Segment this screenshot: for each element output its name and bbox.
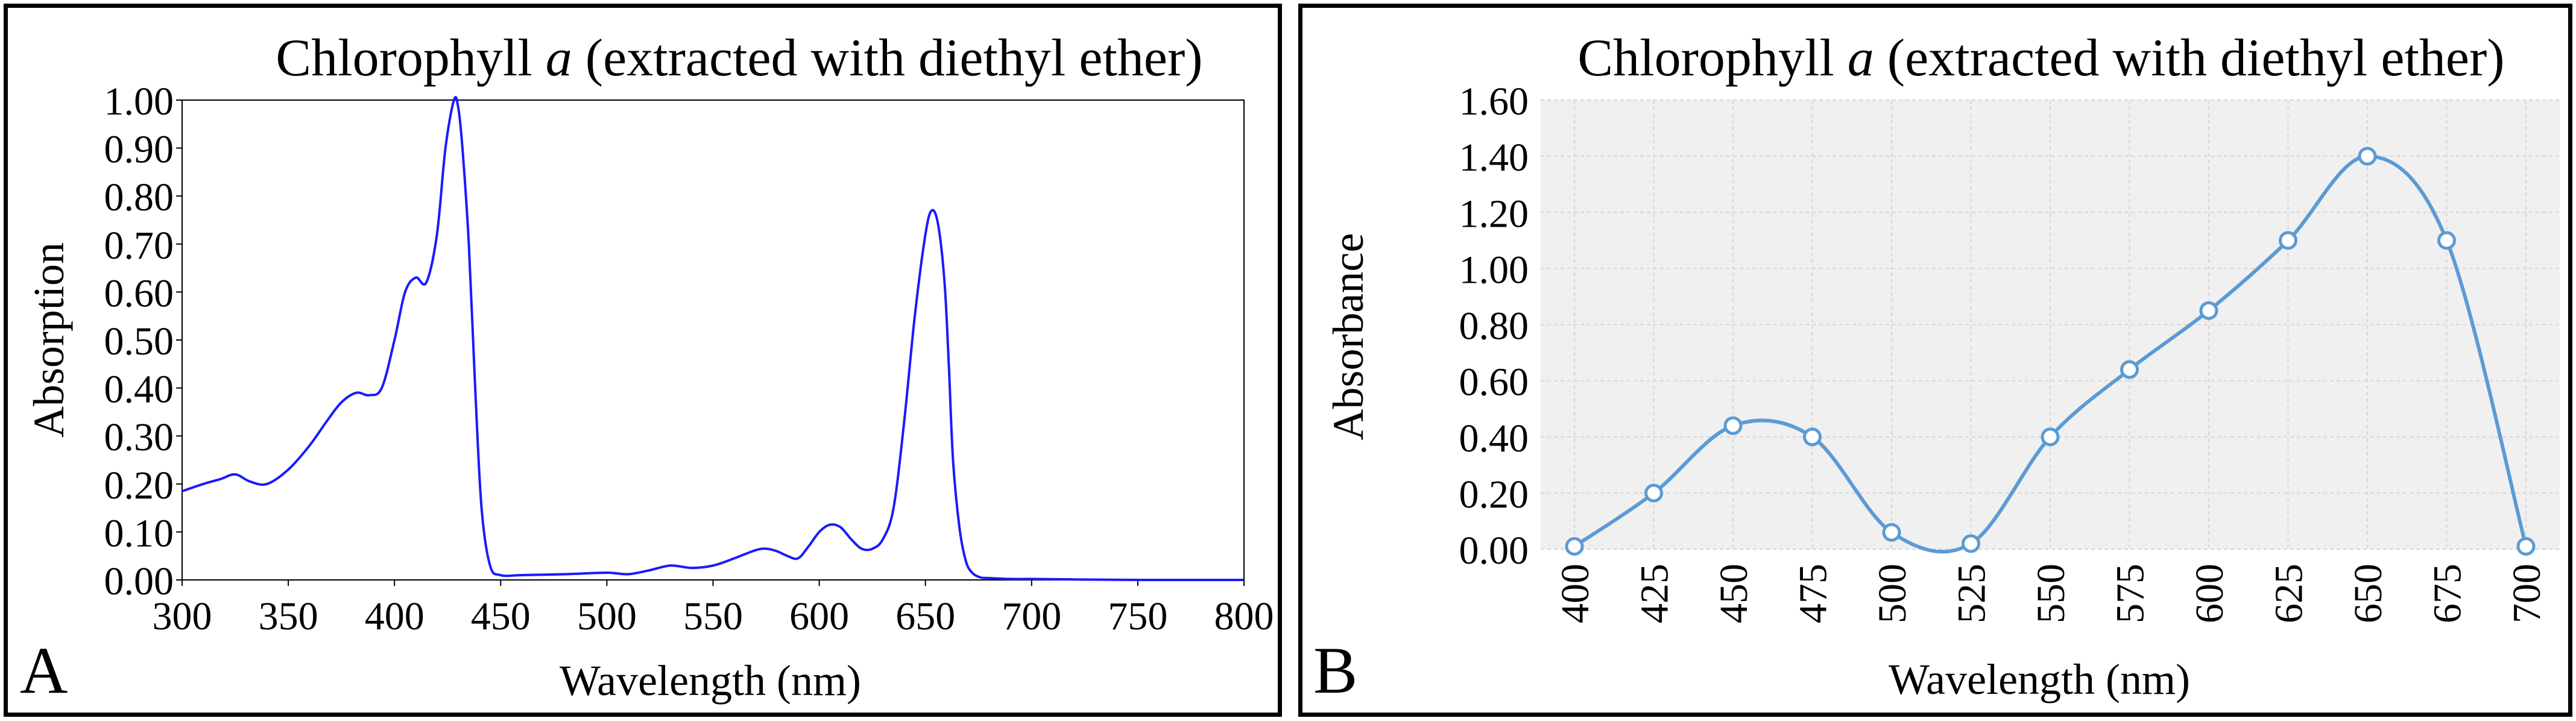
series-line-chlorophyll-a: [1573, 154, 2528, 554]
y-tick-label: 0.60: [104, 271, 174, 315]
y-tick-label: 0.80: [1459, 304, 1529, 348]
data-point: [2516, 537, 2536, 556]
data-point: [1565, 537, 1584, 556]
x-tick-label: 425: [1633, 564, 1677, 623]
x-tick-label: 600: [2188, 564, 2232, 623]
x-tick-label: 750: [1108, 594, 1167, 638]
y-tick-label: 0.40: [104, 368, 174, 412]
plot-frame: [182, 99, 1245, 581]
x-tick-label: 300: [153, 594, 212, 638]
data-point: [1803, 427, 1822, 447]
y-tick-label: 0.70: [104, 224, 174, 268]
x-tick-label: 800: [1214, 594, 1274, 638]
data-point: [2358, 146, 2377, 166]
y-tick-label: 0.00: [104, 559, 174, 603]
x-tick-label: 650: [2346, 564, 2390, 623]
y-tick-label: 1.60: [1459, 80, 1529, 124]
x-tick-label: 700: [2505, 564, 2549, 623]
x-tick-label: 450: [471, 594, 531, 638]
x-tick-label: 650: [895, 594, 955, 638]
x-tick-label: 525: [1950, 564, 1994, 623]
y-tick-label: 1.00: [104, 80, 174, 124]
chart-title: Chlorophyll a (extracted with diethyl et…: [1577, 29, 2504, 87]
y-tick-label: 0.60: [1459, 360, 1529, 405]
x-tick-label: 475: [1792, 564, 1836, 623]
x-tick-label: 550: [683, 594, 743, 638]
series-line-chlorophyll-a: [182, 96, 1245, 582]
y-tick-label: 1.00: [1459, 248, 1529, 292]
x-tick-label: 500: [1870, 564, 1915, 623]
y-axis-label: Absorbance: [1324, 233, 1372, 441]
y-tick-label: 0.40: [1459, 417, 1529, 461]
y-tick-label: 0.90: [104, 128, 174, 172]
data-point: [1644, 483, 1663, 503]
x-tick-label: 400: [365, 594, 425, 638]
y-tick-label: 0.00: [1459, 529, 1529, 573]
chart-b: Chlorophyll a (extracted with diethyl et…: [1313, 29, 2560, 707]
data-point: [1723, 416, 1743, 435]
data-point: [2041, 427, 2060, 447]
data-point: [1962, 534, 1980, 553]
data-point: [2437, 231, 2456, 250]
x-tick-label: 400: [1553, 564, 1597, 623]
x-tick-label: 625: [2267, 564, 2311, 623]
panel-b: Chlorophyll a (extracted with diethyl et…: [1298, 4, 2572, 717]
x-tick-label: 675: [2426, 564, 2470, 623]
panel-label: B: [1313, 634, 1357, 707]
x-tick-label: 450: [1712, 564, 1756, 623]
y-tick-label: 1.20: [1459, 192, 1529, 236]
x-axis-label: Wavelength (nm): [1889, 655, 2190, 704]
y-tick-label: 0.20: [1459, 473, 1529, 517]
panel-label: A: [20, 634, 68, 707]
data-point: [1882, 523, 1901, 542]
y-tick-label: 0.80: [104, 175, 174, 219]
y-axis-label: Absorption: [25, 242, 73, 438]
data-point: [2120, 360, 2139, 379]
panel-a: Chlorophyll a (extracted with diethyl et…: [4, 4, 1282, 717]
y-tick-label: 0.10: [104, 511, 174, 555]
x-tick-label: 700: [1002, 594, 1061, 638]
x-tick-label: 600: [789, 594, 849, 638]
data-point: [2199, 301, 2218, 320]
x-tick-label: 500: [577, 594, 637, 638]
data-point: [2279, 231, 2297, 250]
chart-title: Chlorophyll a (extracted with diethyl et…: [276, 29, 1202, 87]
y-tick-label: 0.30: [104, 415, 174, 459]
y-tick-label: 1.40: [1459, 136, 1529, 180]
x-axis-label: Wavelength (nm): [560, 656, 861, 705]
y-tick-label: 0.20: [104, 464, 174, 508]
y-tick-label: 0.50: [104, 320, 174, 364]
x-tick-label: 575: [2109, 564, 2153, 623]
chart-a: Chlorophyll a (extracted with diethyl et…: [20, 29, 1274, 707]
x-tick-label: 550: [2029, 564, 2073, 623]
x-tick-label: 350: [259, 594, 318, 638]
